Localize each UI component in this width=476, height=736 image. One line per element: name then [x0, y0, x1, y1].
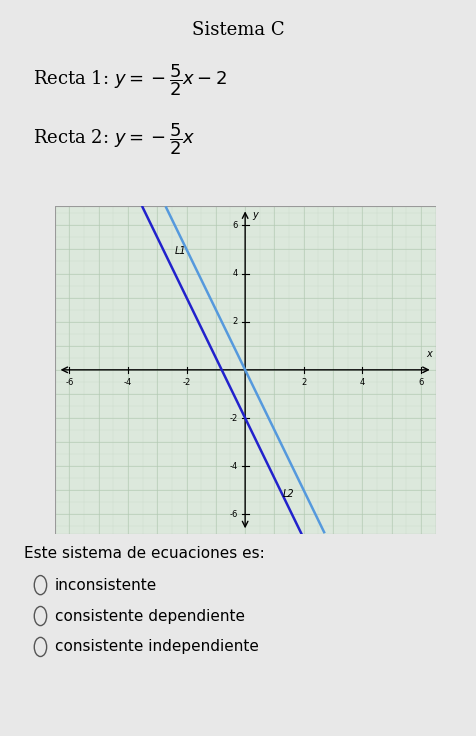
Text: Recta 1: $y=-\dfrac{5}{2}x-2$: Recta 1: $y=-\dfrac{5}{2}x-2$ [33, 63, 228, 98]
Text: L1: L1 [175, 247, 187, 256]
Text: 2: 2 [233, 317, 238, 326]
Text: 4: 4 [360, 378, 365, 387]
Text: 6: 6 [232, 221, 238, 230]
Text: consistente dependiente: consistente dependiente [55, 609, 245, 623]
Text: $x$: $x$ [426, 349, 434, 359]
Text: $y$: $y$ [252, 210, 260, 222]
Text: -4: -4 [124, 378, 132, 387]
Text: -6: -6 [229, 510, 238, 519]
Text: inconsistente: inconsistente [55, 578, 157, 592]
Text: -2: -2 [182, 378, 191, 387]
Text: 4: 4 [233, 269, 238, 278]
Text: -4: -4 [229, 461, 238, 470]
Text: L2: L2 [283, 489, 295, 500]
Text: 6: 6 [418, 378, 424, 387]
Text: Recta 2: $y=-\dfrac{5}{2}x$: Recta 2: $y=-\dfrac{5}{2}x$ [33, 121, 196, 157]
Text: Sistema C: Sistema C [192, 21, 284, 38]
Text: 2: 2 [301, 378, 307, 387]
Text: -2: -2 [229, 414, 238, 422]
Text: -6: -6 [65, 378, 74, 387]
Text: Este sistema de ecuaciones es:: Este sistema de ecuaciones es: [24, 546, 265, 561]
Text: consistente independiente: consistente independiente [55, 640, 258, 654]
